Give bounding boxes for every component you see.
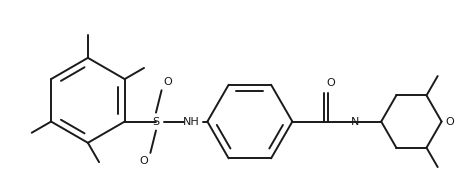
Text: O: O — [139, 156, 148, 166]
Text: N: N — [351, 117, 359, 127]
Text: O: O — [445, 117, 454, 127]
Text: O: O — [326, 78, 334, 88]
Text: NH: NH — [183, 117, 200, 127]
Text: O: O — [164, 77, 172, 87]
Text: S: S — [152, 117, 160, 127]
